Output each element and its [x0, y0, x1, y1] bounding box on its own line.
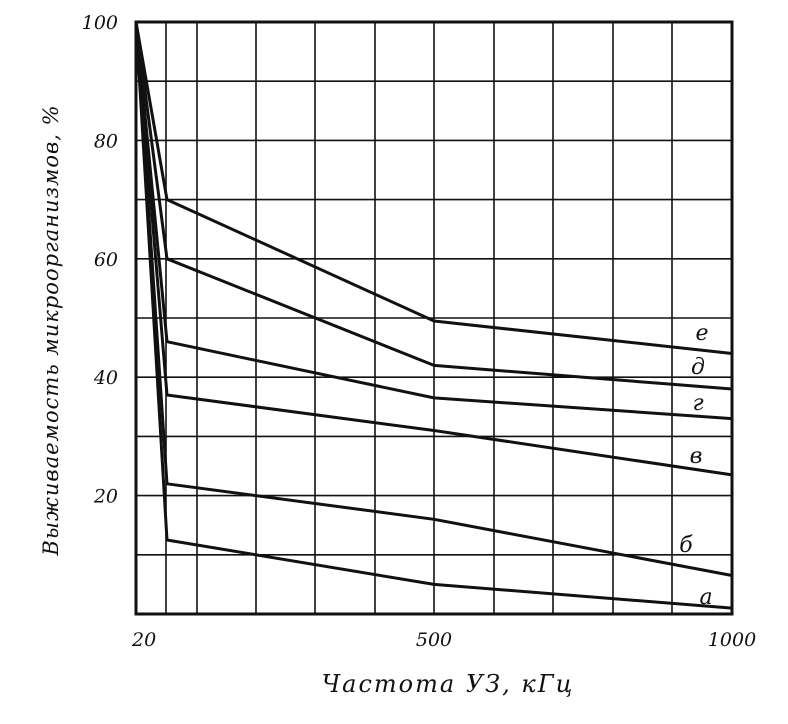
x-tick-label: 500 [416, 629, 452, 651]
series-line [134, 21, 733, 610]
y-tick-label: 80 [94, 130, 118, 152]
series-label: е [695, 321, 708, 346]
series-line [134, 21, 733, 391]
y-tick-label: 60 [94, 249, 118, 271]
series-label: б [679, 533, 693, 558]
y-axis-label: Выживаемость микроорганизмов, % [39, 104, 63, 556]
y-tick-label: 100 [82, 12, 118, 34]
series-label: в [690, 444, 703, 469]
tick-labels: 20 40 60 80 100 20 500 1000 [82, 12, 756, 651]
series-labels: а б в где [679, 321, 712, 610]
series-label: д [691, 355, 705, 380]
plot-frame [134, 20, 734, 616]
y-tick-label: 40 [93, 367, 118, 389]
series-label: а [699, 585, 712, 610]
y-tick-label: 20 [93, 486, 118, 508]
series-line [134, 21, 733, 577]
curves [134, 21, 733, 610]
x-axis-label: Частота УЗ, кГц [322, 670, 575, 698]
series-line [134, 21, 733, 421]
x-tick-label: 20 [131, 629, 156, 651]
series-line [134, 21, 733, 355]
x-tick-label: 1000 [708, 629, 756, 651]
series-label: г [692, 391, 703, 416]
grid [136, 22, 732, 614]
series-line [134, 21, 733, 477]
